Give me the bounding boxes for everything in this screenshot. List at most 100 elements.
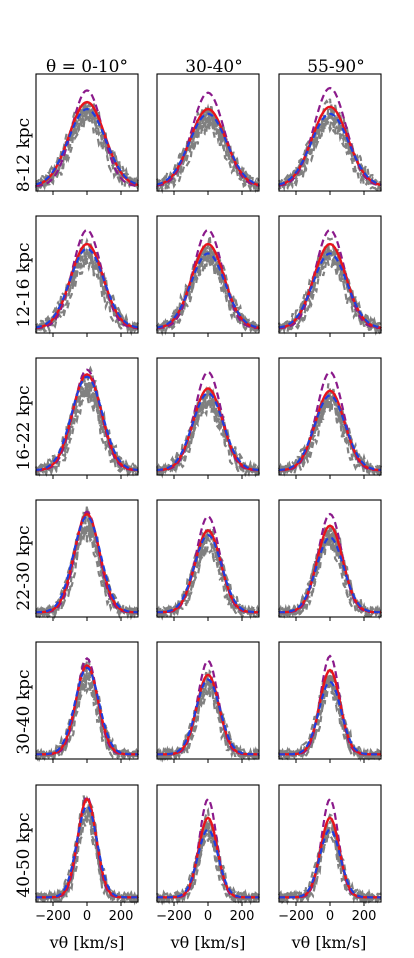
data-curve-gray — [156, 113, 261, 193]
panel-frame — [278, 357, 382, 476]
panel-frame — [278, 499, 382, 618]
data-curve-gray — [278, 527, 382, 620]
data-curve-gray — [34, 380, 140, 474]
panel-4-2 — [155, 499, 261, 621]
model-curve-blue — [35, 107, 139, 186]
x-axis-label-1: vθ [km/s] — [49, 933, 125, 952]
model-curve-blue — [278, 252, 382, 329]
panel-4-1 — [34, 499, 140, 621]
data-curve-gray — [278, 821, 382, 905]
model-curve-blue — [279, 828, 381, 899]
panel-frame — [35, 784, 139, 903]
data-curve-gray — [277, 391, 382, 474]
data-curve-gray — [155, 668, 260, 761]
x-axis-label-3: vθ [km/s] — [291, 933, 367, 952]
model-curve-red — [278, 242, 382, 329]
data-curve-gray — [278, 247, 383, 335]
data-curve-gray — [155, 246, 260, 333]
model-curve-purple — [278, 86, 382, 187]
model-curve-red — [36, 512, 138, 614]
model-curve-blue — [156, 533, 260, 614]
model-curve-red — [36, 797, 138, 899]
panel-4-3 — [277, 499, 383, 621]
model-curve-red — [156, 242, 260, 329]
model-curve-blue — [35, 247, 139, 329]
x-tick-label: 200 — [352, 909, 377, 924]
model-curve-red — [279, 524, 381, 614]
data-curve-gray — [156, 527, 260, 619]
col-title-3: 55-90° — [307, 57, 365, 77]
col-title-2: 30-40° — [185, 57, 243, 77]
panel-1-1 — [34, 73, 140, 195]
panel-1-3 — [277, 73, 382, 195]
panel-5-3 — [277, 641, 383, 763]
model-curve-blue — [278, 536, 382, 614]
panel-frame — [35, 499, 139, 618]
data-curve-gray — [34, 252, 139, 337]
model-curve-blue — [36, 666, 138, 756]
data-curve-gray — [156, 819, 261, 905]
data-curve-gray — [278, 527, 383, 620]
panel-frame — [156, 784, 260, 903]
data-curve-gray — [278, 817, 382, 905]
data-curve-gray — [35, 103, 140, 193]
data-curve-gray — [35, 809, 139, 904]
data-curve-gray — [277, 536, 382, 619]
data-curve-gray — [35, 515, 139, 619]
panel-2-1 — [34, 215, 139, 337]
x-axis-label-2: vθ [km/s] — [170, 933, 246, 952]
model-curve-blue — [35, 375, 139, 472]
data-curve-gray — [277, 115, 382, 193]
data-curve-gray — [35, 810, 139, 904]
panel-frame — [278, 641, 382, 760]
model-curve-blue — [278, 394, 382, 472]
data-curve-gray — [156, 394, 260, 478]
row-label-1: 8-12 kpc — [14, 118, 34, 192]
panel-6-3: −200 0 200 — [277, 784, 382, 924]
data-curve-gray — [35, 806, 139, 904]
model-curve-blue — [279, 680, 381, 756]
data-curve-gray — [278, 827, 382, 905]
data-curve-gray — [277, 114, 382, 190]
model-curve-red — [156, 387, 260, 472]
panel-3-1 — [34, 357, 140, 479]
data-curve-gray — [34, 505, 139, 618]
model-curve-blue — [157, 678, 259, 756]
data-curve-gray — [156, 543, 260, 621]
row-label-6: 40-50 kpc — [14, 812, 34, 897]
x-tick-label: 0 — [83, 909, 91, 924]
data-curve-gray — [278, 675, 382, 761]
data-curve-gray — [156, 541, 261, 620]
data-curve-gray — [277, 677, 382, 761]
model-curve-red — [157, 673, 259, 756]
row-label-3: 16-22 kpc — [14, 385, 34, 470]
data-curve-gray — [155, 820, 260, 905]
x-tick-label: 0 — [326, 909, 334, 924]
panel-6-2: −200 0 200 — [155, 784, 261, 924]
row-label-2: 12-16 kpc — [14, 242, 34, 327]
panel-3-3 — [277, 357, 383, 479]
col-title-1: θ = 0-10° — [46, 57, 128, 77]
panel-6-1: −200 0 200 — [34, 784, 140, 924]
model-curve-purple — [278, 370, 382, 472]
data-curve-gray — [155, 826, 261, 906]
x-tick-label: −200 — [278, 909, 314, 924]
data-curve-gray — [155, 807, 261, 906]
data-curve-gray — [35, 674, 140, 763]
data-curve-gray — [35, 510, 139, 621]
panel-grid: −200 0 200 −200 0 200 −200 0 200 — [34, 73, 383, 924]
data-curve-gray — [277, 253, 382, 333]
panel-frame — [156, 499, 260, 618]
row-label-5: 30-40 kpc — [14, 669, 34, 754]
data-curve-gray — [155, 109, 260, 187]
model-curve-red — [157, 529, 259, 614]
x-tick-label: −200 — [156, 909, 192, 924]
panel-2-3 — [277, 215, 383, 337]
data-curve-gray — [278, 823, 382, 905]
model-curve-red — [157, 816, 259, 899]
x-tick-label: 0 — [204, 909, 212, 924]
data-curve-gray — [278, 108, 382, 188]
data-curve-gray — [156, 674, 260, 761]
panel-frame — [278, 784, 382, 903]
